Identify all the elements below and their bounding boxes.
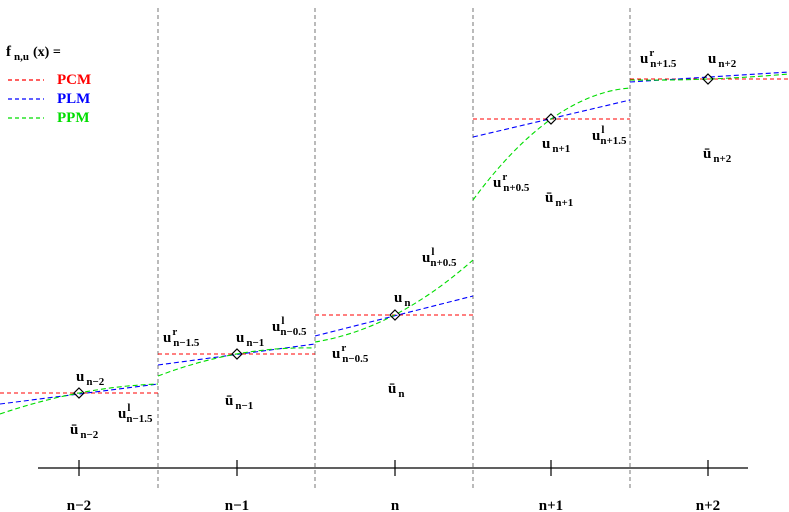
interface-label-6: ul n+1.5 bbox=[592, 124, 627, 147]
plm-segment-0 bbox=[0, 383, 159, 405]
average-label-3: ū n+1 bbox=[545, 190, 573, 209]
ppm-segment-4 bbox=[629, 73, 789, 81]
reconstruction-curves bbox=[0, 71, 789, 415]
point-marker-3 bbox=[545, 113, 557, 125]
interface-label-1: ur n−1.5 bbox=[163, 326, 200, 349]
point-label-4: u n+2 bbox=[708, 51, 737, 70]
point-marker-0 bbox=[73, 387, 85, 399]
ppm-segment-1 bbox=[157, 347, 316, 377]
interface-label-4: ul n+0.5 bbox=[422, 246, 457, 269]
cell-dividers bbox=[157, 8, 631, 490]
svg-text:fn,u(x) =: f n,u (x) = bbox=[6, 44, 61, 63]
axis-tick-label: n+1 bbox=[539, 498, 563, 512]
legend-label-1: PLM bbox=[57, 91, 90, 107]
point-marker-4 bbox=[702, 73, 714, 85]
plm-segment-1 bbox=[157, 343, 316, 366]
interface-label-0: ul n−1.5 bbox=[118, 402, 153, 425]
axis-tick-label: n−1 bbox=[225, 498, 249, 512]
legend-label-2: PPM bbox=[57, 110, 89, 126]
legend-title-sub: n,u bbox=[14, 51, 29, 63]
labels: u n−2 u n−1 u n u n+1 u n+2 ū n−2 ū n−1 ū n ū n+1 ū n+2 ul n−… bbox=[70, 47, 737, 441]
legend-label-0: PCM bbox=[57, 72, 91, 88]
plm-segment-2 bbox=[314, 295, 474, 337]
interface-label-7: ur n+1.5 bbox=[640, 47, 677, 70]
axis-tick-label: n bbox=[391, 498, 400, 512]
point-label-1: u n−1 bbox=[236, 330, 264, 349]
interface-label-2: ul n−0.5 bbox=[272, 315, 307, 338]
legend-title-main: f bbox=[6, 44, 12, 60]
legend-title-tail: (x) = bbox=[33, 45, 61, 60]
point-label-3: u n+1 bbox=[542, 136, 570, 155]
x-axis: n−2 n−1 n n+1 n+2 bbox=[38, 460, 748, 512]
average-label-1: ū n−1 bbox=[225, 393, 253, 412]
interface-label-3: ur n−0.5 bbox=[332, 342, 369, 365]
interface-label-5: ur n+0.5 bbox=[493, 171, 530, 194]
point-marker-2 bbox=[389, 309, 401, 321]
point-marker-1 bbox=[231, 348, 243, 360]
point-label-0: u n−2 bbox=[76, 369, 105, 388]
axis-tick-label: n−2 bbox=[67, 498, 91, 512]
legend: f n,u (x) = PCM PLM PPM bbox=[6, 44, 91, 126]
average-label-0: ū n−2 bbox=[70, 422, 99, 441]
point-markers bbox=[73, 73, 714, 399]
ppm-segment-0 bbox=[0, 383, 159, 415]
ppm-segment-3 bbox=[472, 87, 631, 201]
average-label-4: ū n+2 bbox=[703, 146, 732, 165]
axis-tick-label: n+2 bbox=[696, 498, 720, 512]
ppm-segment-2 bbox=[314, 259, 474, 343]
